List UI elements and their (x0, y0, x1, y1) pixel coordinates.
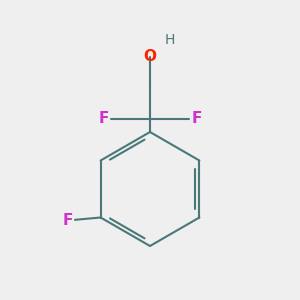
Text: O: O (143, 50, 157, 64)
Text: H: H (164, 34, 175, 47)
Text: F: F (191, 111, 202, 126)
Text: F: F (62, 213, 73, 228)
Text: F: F (98, 111, 109, 126)
